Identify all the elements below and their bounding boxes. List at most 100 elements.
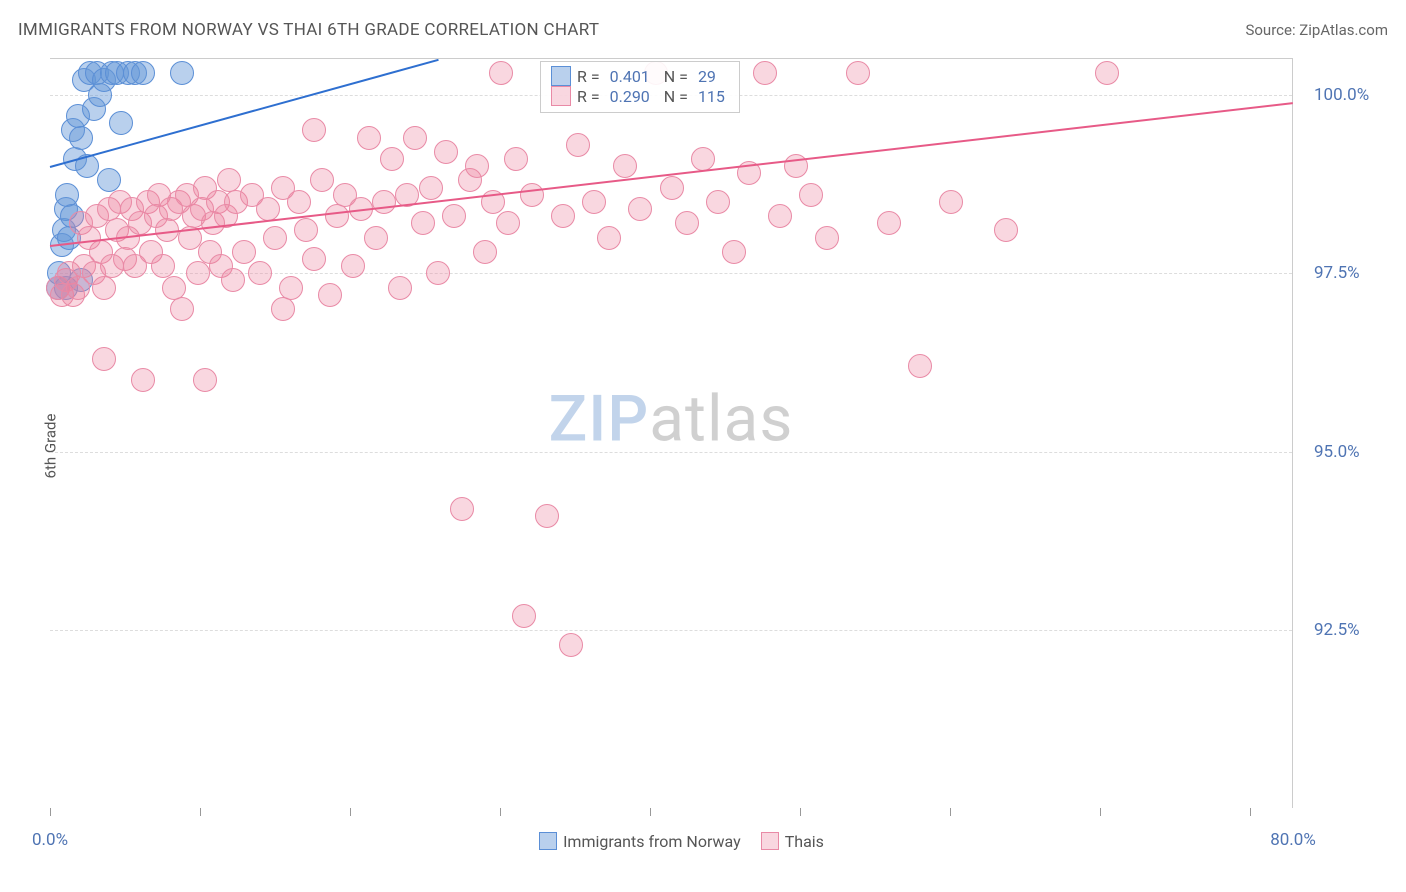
data-point-thais xyxy=(434,140,458,164)
data-point-norway xyxy=(170,61,194,85)
data-point-thais xyxy=(722,240,746,264)
data-point-thais xyxy=(302,247,326,271)
legend-swatch-thais xyxy=(551,86,571,106)
data-point-thais xyxy=(613,154,637,178)
x-tick-mark xyxy=(650,808,651,816)
data-point-thais xyxy=(582,190,606,214)
data-point-thais xyxy=(92,347,116,371)
bottom-legend: Immigrants from NorwayThais xyxy=(50,832,1293,851)
chart-title: IMMIGRANTS FROM NORWAY VS THAI 6TH GRADE… xyxy=(18,20,599,40)
plot-area: ZIPatlas R =0.401 N =29R =0.290 N =115 xyxy=(50,59,1292,808)
data-point-thais xyxy=(994,218,1018,242)
data-point-thais xyxy=(411,211,435,235)
data-point-thais xyxy=(496,211,520,235)
data-point-thais xyxy=(131,368,155,392)
data-point-thais xyxy=(450,497,474,521)
data-point-thais xyxy=(465,154,489,178)
data-point-thais xyxy=(489,61,513,85)
y-tick-label: 92.5% xyxy=(1314,620,1360,640)
data-point-thais xyxy=(388,276,412,300)
data-point-thais xyxy=(473,240,497,264)
data-point-thais xyxy=(325,204,349,228)
source-label: Source: ZipAtlas.com xyxy=(1245,21,1388,39)
data-point-thais xyxy=(660,176,684,200)
x-tick-mark xyxy=(1250,808,1251,816)
data-point-thais xyxy=(364,226,388,250)
data-point-thais xyxy=(908,354,932,378)
data-point-thais xyxy=(341,254,365,278)
data-point-thais xyxy=(535,504,559,528)
data-point-thais xyxy=(318,283,342,307)
legend-n-label: N = xyxy=(660,87,688,106)
data-point-thais xyxy=(442,204,466,228)
x-tick-mark xyxy=(950,808,951,816)
data-point-thais xyxy=(846,61,870,85)
data-point-thais xyxy=(675,211,699,235)
data-point-thais xyxy=(221,268,245,292)
data-point-thais xyxy=(877,211,901,235)
legend-r-label: R = xyxy=(577,87,600,106)
y-tick-label: 95.0% xyxy=(1314,442,1360,462)
data-point-thais xyxy=(815,226,839,250)
scatter-chart: ZIPatlas R =0.401 N =29R =0.290 N =115 1… xyxy=(50,58,1293,808)
data-point-thais xyxy=(628,197,652,221)
legend-label-thais: Thais xyxy=(785,832,824,851)
x-tick-mark xyxy=(200,808,201,816)
data-point-norway xyxy=(131,61,155,85)
data-point-thais xyxy=(248,261,272,285)
data-point-thais xyxy=(186,261,210,285)
data-point-thais xyxy=(419,176,443,200)
legend-r-value: 0.401 xyxy=(610,67,650,86)
watermark: ZIPatlas xyxy=(549,381,794,456)
data-point-thais xyxy=(256,197,280,221)
data-point-thais xyxy=(559,633,583,657)
legend-n-value: 29 xyxy=(698,67,716,86)
data-point-thais xyxy=(287,190,311,214)
correlation-legend: R =0.401 N =29R =0.290 N =115 xyxy=(540,61,740,113)
data-point-thais xyxy=(512,604,536,628)
data-point-thais xyxy=(263,226,287,250)
data-point-thais xyxy=(372,190,396,214)
data-point-thais xyxy=(426,261,450,285)
grid-line xyxy=(50,452,1292,453)
data-point-thais xyxy=(310,168,334,192)
data-point-thais xyxy=(403,126,427,150)
data-point-norway xyxy=(55,183,79,207)
data-point-thais xyxy=(357,126,381,150)
data-point-thais xyxy=(217,168,241,192)
legend-row-norway: R =0.401 N =29 xyxy=(551,66,729,86)
legend-swatch-norway xyxy=(551,66,571,86)
grid-line xyxy=(50,630,1292,631)
x-tick-mark xyxy=(50,808,51,816)
data-point-thais xyxy=(294,218,318,242)
y-tick-label: 100.0% xyxy=(1314,85,1369,105)
data-point-thais xyxy=(768,204,792,228)
data-point-thais xyxy=(799,183,823,207)
data-point-thais xyxy=(170,297,194,321)
data-point-thais xyxy=(520,183,544,207)
data-point-thais xyxy=(551,204,575,228)
legend-swatch-thais xyxy=(761,832,779,850)
data-point-thais xyxy=(151,254,175,278)
data-point-thais xyxy=(302,118,326,142)
data-point-thais xyxy=(92,276,116,300)
y-tick-label: 97.5% xyxy=(1314,263,1360,283)
x-tick-mark xyxy=(500,808,501,816)
data-point-thais xyxy=(566,133,590,157)
data-point-norway xyxy=(69,126,93,150)
data-point-thais xyxy=(939,190,963,214)
data-point-thais xyxy=(193,368,217,392)
x-tick-mark xyxy=(350,808,351,816)
x-tick-mark xyxy=(800,808,801,816)
data-point-thais xyxy=(504,147,528,171)
legend-r-value: 0.290 xyxy=(610,87,650,106)
watermark-atlas: atlas xyxy=(649,381,793,456)
legend-n-value: 115 xyxy=(698,87,725,106)
data-point-thais xyxy=(597,226,621,250)
data-point-thais xyxy=(380,147,404,171)
legend-r-label: R = xyxy=(577,67,600,86)
data-point-thais xyxy=(279,276,303,300)
data-point-thais xyxy=(706,190,730,214)
x-tick-mark xyxy=(1100,808,1101,816)
data-point-norway xyxy=(97,168,121,192)
